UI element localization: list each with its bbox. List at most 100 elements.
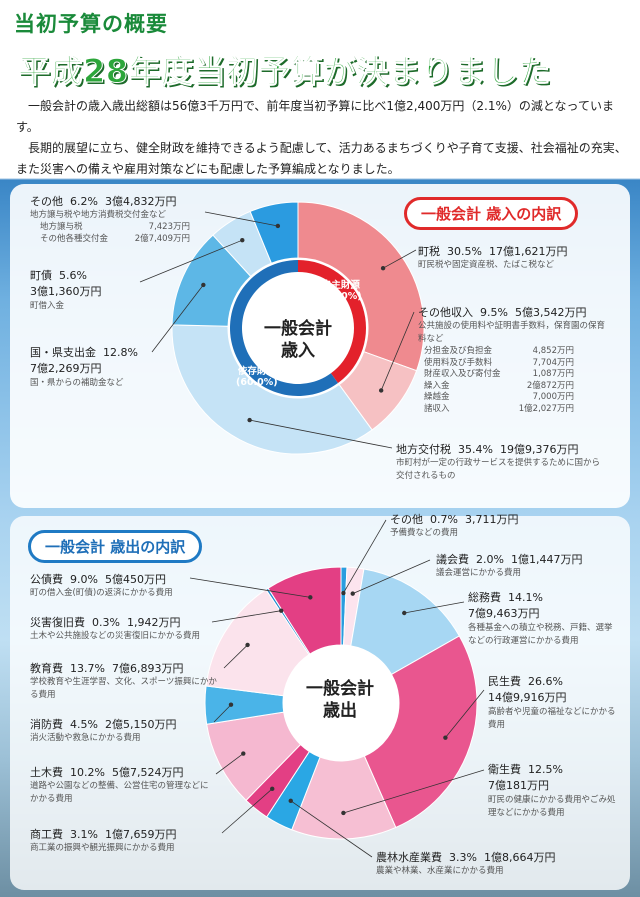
exp-education-name: 教育費 xyxy=(30,662,63,675)
rev-label-bond: 町債 5.6% 3億1,360万円 町借入金 xyxy=(30,268,102,313)
dependent-revenue-label: 依存財源 xyxy=(237,366,276,377)
exp-label-assembly: 議会費 2.0% 1億1,447万円 議会運営にかかる費用 xyxy=(436,551,582,580)
revenue-leader-line xyxy=(249,419,393,449)
revenue-leader-line xyxy=(151,284,204,353)
exp-education-amount: 7億6,893万円 xyxy=(111,662,184,675)
rev-misc-desc: 公共施設の使用料や証明書手数料，保育園の保育料など xyxy=(418,321,606,344)
expenditure-leader-line xyxy=(221,788,273,834)
rev-misc-sub-name: 繰入金 xyxy=(424,380,450,391)
exp-welfare-amount: 14億9,916万円 xyxy=(488,691,567,704)
rev-misc-sub-name: 諸収入 xyxy=(424,403,450,414)
rev-misc-sub-row: 繰越金 7,000万円 xyxy=(424,392,574,404)
expenditure-leader-line xyxy=(343,519,387,594)
revenue-leader-dot xyxy=(247,417,252,423)
revenue-leader-line xyxy=(139,239,243,283)
exp-label-health: 衛生費 12.5% 7億181万円 町民の健康にかかる費用やごみ処理などにかかる… xyxy=(488,762,618,820)
rev-bond-amount: 3億1,360万円 xyxy=(30,285,102,298)
expenditure-leader-line xyxy=(223,644,248,669)
rev-other-desc: 地方譲与税や地方消費税交付金など xyxy=(30,210,167,220)
exp-fire-desc: 消火活動や救急にかかる費用 xyxy=(30,733,141,743)
exp-other-amount: 3,711万円 xyxy=(464,513,519,526)
exp-welfare-name: 民生費 xyxy=(488,675,521,688)
revenue-leader-line xyxy=(380,311,415,391)
rev-tax-name: 町税 xyxy=(418,245,440,258)
revenue-center-line2: 歳入 xyxy=(281,341,315,361)
rev-subsidy-desc: 国・県からの補助金など xyxy=(30,378,124,388)
expenditure-leader-line xyxy=(445,689,485,738)
rev-misc-sub-amount: 2億872万円 xyxy=(526,380,574,391)
exp-disaster-name: 災害復旧費 xyxy=(30,616,85,629)
rev-misc-sub-name: 繰越金 xyxy=(424,392,450,402)
revenue-leader-line xyxy=(204,211,278,227)
own-revenue-tag: 自主財源 (40.0%) xyxy=(318,280,364,302)
rev-label-allocation: 地方交付税 35.4% 19億9,376万円 市町村が一定の行政サービスを提供す… xyxy=(396,441,606,483)
rev-misc-sub-amount: 1,087万円 xyxy=(532,369,574,379)
revenue-leader-dot xyxy=(378,388,384,393)
exp-education-pct: 13.7% xyxy=(70,662,105,675)
revenue-center-disc xyxy=(228,258,368,398)
exp-label-other: その他 0.7% 3,711万円 予備費などの費用 xyxy=(390,511,518,540)
exp-disaster-amount: 1,942万円 xyxy=(126,616,181,629)
expenditure-leader-dot xyxy=(278,608,284,613)
revenue-leader-dot xyxy=(380,265,386,271)
rev-bond-pct: 5.6% xyxy=(59,269,87,282)
exp-other-pct: 0.7% xyxy=(430,513,458,526)
rev-label-other: その他 6.2% 3億4,832万円 地方譲与税や地方消費税交付金など 地方譲与… xyxy=(30,193,190,245)
intro-paragraph-1: 一般会計の歳入歳出総額は56億3千万円で、前年度当初予算に比べ1億2,400万円… xyxy=(16,99,614,134)
rev-label-subsidy: 国・県支出金 12.8% 7億2,269万円 国・県からの補助金など xyxy=(30,345,138,390)
expenditure-leader-line xyxy=(290,800,373,858)
revenue-center-line1: 一般会計 xyxy=(264,319,332,339)
rev-other-sub-amount-0: 7,423万円 xyxy=(148,222,190,232)
rev-misc-sub-amount: 4,852万円 xyxy=(532,346,574,356)
exp-civil-desc: 道路や公園などの整備、公営住宅の管理などにかかる費用 xyxy=(30,781,209,804)
rev-allocation-desc: 市町村が一定の行政サービスを提供するために国から交付されるもの xyxy=(396,458,601,481)
exp-debt-name: 公債費 xyxy=(30,573,63,586)
expenditure-center-line1: 一般会計 xyxy=(306,679,374,699)
exp-debt-amount: 5億450万円 xyxy=(104,573,166,586)
exp-label-disaster: 災害復旧費 0.3% 1,942万円 土木や公共施設などの災害復旧にかかる費用 xyxy=(30,614,200,643)
rev-misc-sub-row: 繰入金 2億872万円 xyxy=(424,381,574,393)
exp-health-amount: 7億181万円 xyxy=(488,779,549,792)
revenue-center-label: 一般会計 歳入 xyxy=(248,318,348,362)
exp-fire-amount: 2億5,150万円 xyxy=(104,718,177,731)
exp-label-welfare: 民生費 26.6% 14億9,916万円 高齢者や児童の福祉などにかかる費用 xyxy=(488,674,618,732)
rev-misc-sub-row: 分担金及び負担金 4,852万円 xyxy=(424,346,574,358)
exp-fire-pct: 4.5% xyxy=(70,718,98,731)
rev-misc-pct: 9.5% xyxy=(480,306,508,319)
exp-assembly-amount: 1億1,447万円 xyxy=(510,553,583,566)
rev-allocation-name: 地方交付税 xyxy=(396,443,451,456)
exp-debt-desc: 町の借入金(町債)の返済にかかる費用 xyxy=(30,588,173,598)
dependent-revenue-tag: 依存財源 (60.0%) xyxy=(234,366,280,388)
expenditure-leader-line xyxy=(343,769,485,814)
rev-other-sub-name-1: その他各種交付金 xyxy=(40,233,109,244)
exp-disaster-desc: 土木や公共施設などの災害復旧にかかる費用 xyxy=(30,631,201,641)
rev-subsidy-name: 国・県支出金 xyxy=(30,346,96,359)
exp-assembly-pct: 2.0% xyxy=(476,553,504,566)
exp-commerce-desc: 商工業の振興や観光振興にかかる費用 xyxy=(30,843,175,853)
rev-misc-sub-name: 分担金及び負担金 xyxy=(424,346,493,356)
rev-misc-sub-row: 使用料及び手数料 7,704万円 xyxy=(424,358,574,370)
revenue-leader-dot xyxy=(275,223,281,229)
section-subtitle: 当初予算の概要 xyxy=(14,12,168,36)
exp-label-agri: 農林水産業費 3.3% 1億8,664万円 農業や林業、水産業にかかる費用 xyxy=(376,849,555,878)
revenue-inner-slice xyxy=(230,260,338,396)
expenditure-leader-line xyxy=(404,601,465,614)
expenditure-leader-line xyxy=(215,753,244,775)
rev-subsidy-amount: 7億2,269万円 xyxy=(30,362,102,375)
exp-agri-desc: 農業や林業、水産業にかかる費用 xyxy=(376,866,504,876)
rev-other-pct: 6.2% xyxy=(70,195,98,208)
rev-misc-sub-row: 財産収入及び寄付金 1,087万円 xyxy=(424,369,574,381)
rev-label-tax: 町税 30.5% 17億1,621万円 町民税や固定資産税、たばこ税など xyxy=(418,243,567,272)
exp-label-civil: 土木費 10.2% 5億7,524万円 道路や公園などの整備、公営住宅の管理など… xyxy=(30,764,210,806)
expenditure-leader-line xyxy=(213,704,232,723)
exp-fire-name: 消防費 xyxy=(30,718,63,731)
exp-agri-name: 農林水産業費 xyxy=(376,851,442,864)
own-revenue-label: 自主財源 xyxy=(321,280,360,291)
expenditure-leader-line xyxy=(352,559,431,594)
rev-allocation-amount: 19億9,376万円 xyxy=(499,443,579,456)
revenue-leader-dot xyxy=(201,282,206,288)
expenditure-leader-line xyxy=(189,577,311,598)
rev-other-sub-name-0: 地方譲与税 xyxy=(40,222,83,232)
